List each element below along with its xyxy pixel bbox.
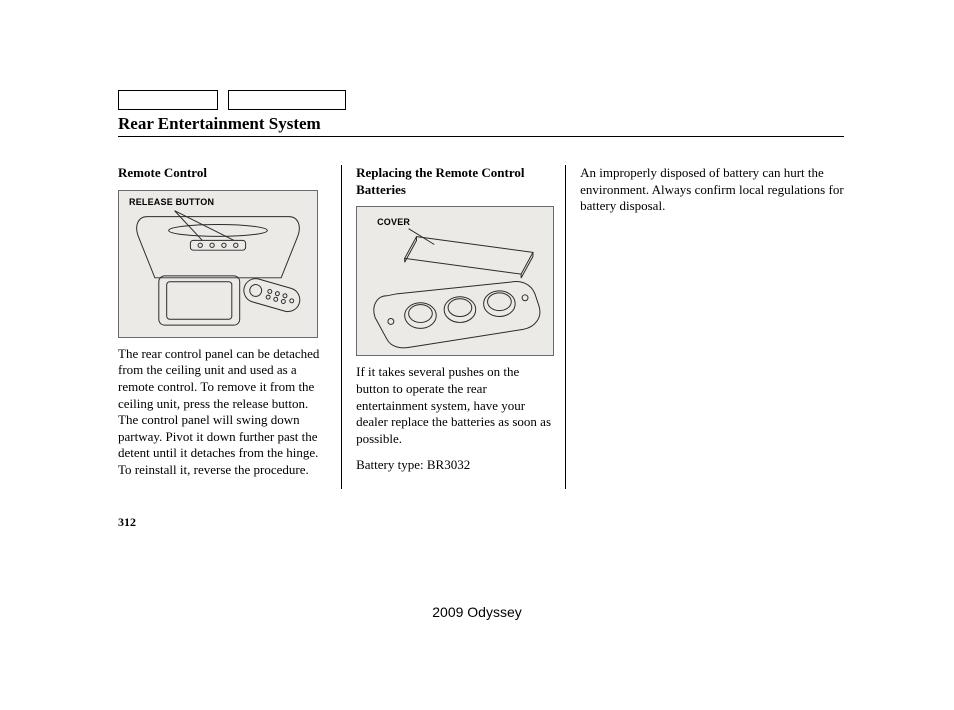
content-columns: Remote Control RELEASE BUTTON bbox=[118, 165, 844, 489]
col1-heading: Remote Control bbox=[118, 165, 329, 182]
col2-body-1: If it takes several pushes on the button… bbox=[356, 364, 553, 447]
page-number: 312 bbox=[118, 515, 844, 530]
remote-control-illustration bbox=[119, 191, 317, 337]
column-2: Replacing the Remote Control Batteries C… bbox=[341, 165, 565, 489]
column-1: Remote Control RELEASE BUTTON bbox=[118, 165, 341, 489]
col3-body: An improperly disposed of battery can hu… bbox=[580, 165, 844, 215]
page-title: Rear Entertainment System bbox=[118, 114, 844, 134]
title-rule bbox=[118, 136, 844, 137]
col2-heading: Replacing the Remote Control Batteries bbox=[356, 165, 553, 198]
manual-page: Rear Entertainment System Remote Control… bbox=[0, 0, 954, 710]
col1-body: The rear control panel can be detached f… bbox=[118, 346, 329, 479]
header-box-right bbox=[228, 90, 346, 110]
battery-cover-illustration bbox=[357, 207, 553, 355]
header-placeholder-boxes bbox=[118, 90, 844, 110]
header-box-left bbox=[118, 90, 218, 110]
figure-battery-cover: COVER bbox=[356, 206, 554, 356]
footer-model: 2009 Odyssey bbox=[0, 604, 954, 620]
column-3: An improperly disposed of battery can hu… bbox=[565, 165, 844, 489]
figure-remote-control: RELEASE BUTTON bbox=[118, 190, 318, 338]
col2-body-2: Battery type: BR3032 bbox=[356, 457, 553, 474]
